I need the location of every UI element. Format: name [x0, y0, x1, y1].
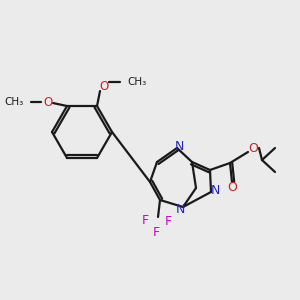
Text: N: N: [175, 203, 185, 217]
Text: O: O: [227, 182, 237, 194]
Text: CH₃: CH₃: [127, 77, 146, 87]
Text: N: N: [174, 140, 184, 152]
Text: N: N: [210, 184, 220, 197]
Text: F: F: [141, 214, 148, 227]
Text: O: O: [99, 80, 109, 92]
Text: O: O: [44, 95, 52, 109]
Text: F: F: [164, 215, 172, 229]
Text: CH₃: CH₃: [5, 97, 24, 107]
Text: F: F: [152, 226, 160, 239]
Text: O: O: [248, 142, 258, 154]
